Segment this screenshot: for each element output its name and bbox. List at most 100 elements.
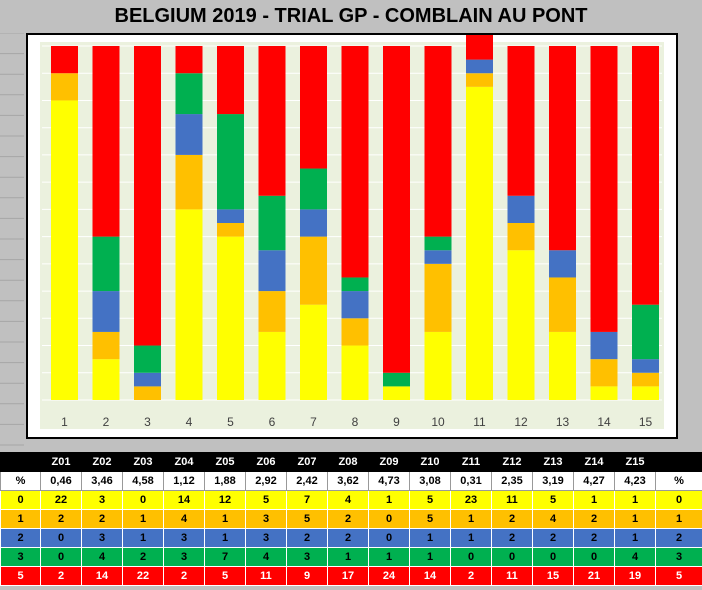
count-cell: 1 xyxy=(409,547,451,567)
bar-segment-score-1 xyxy=(632,372,659,387)
count-cell: 4 xyxy=(614,547,656,567)
count-cell: 2 xyxy=(327,509,369,529)
count-cell: 0 xyxy=(450,547,492,567)
pct-value-cell: 3,19 xyxy=(532,471,574,491)
bar-segment-score-5 xyxy=(300,46,327,169)
count-cell: 1 xyxy=(368,547,410,567)
count-cell: 5 xyxy=(532,490,574,510)
bar-segment-score-0 xyxy=(632,386,659,400)
score-label-cell: 3 xyxy=(0,547,41,567)
bar-segment-score-2 xyxy=(134,372,161,387)
count-cell: 22 xyxy=(122,566,164,586)
x-tick-label: 1 xyxy=(61,415,68,429)
count-cell: 4 xyxy=(81,547,123,567)
count-cell: 2 xyxy=(163,566,205,586)
count-cell: 1 xyxy=(327,547,369,567)
count-cell: 1 xyxy=(450,509,492,529)
count-cell: 23 xyxy=(450,490,492,510)
bar-segment-score-5 xyxy=(632,46,659,305)
count-cell: 4 xyxy=(245,547,287,567)
count-cell: 2 xyxy=(122,547,164,567)
bar-segment-score-1 xyxy=(341,318,369,346)
bar-segment-score-3 xyxy=(217,114,244,210)
zone-header-cell: Z02 xyxy=(81,452,123,472)
bar-segment-score-1 xyxy=(92,331,120,360)
zone-header-cell: Z08 xyxy=(327,452,369,472)
count-cell: 0 xyxy=(122,490,164,510)
bar-segment-score-0 xyxy=(590,386,618,400)
count-cell: 5 xyxy=(286,509,328,529)
count-cell: 3 xyxy=(163,547,205,567)
bar-segment-score-5 xyxy=(92,46,120,237)
x-tick-label: 2 xyxy=(103,415,110,429)
count-cell: 2 xyxy=(573,509,615,529)
pct-value-cell: 4,58 xyxy=(122,471,164,491)
x-tick-label: 10 xyxy=(431,415,445,429)
zone-header-cell: Z12 xyxy=(491,452,533,472)
count-cell: 2 xyxy=(491,528,533,548)
x-tick-label: 7 xyxy=(310,415,317,429)
count-cell: 0 xyxy=(40,528,82,548)
count-cell: 4 xyxy=(327,490,369,510)
count-cell: 3 xyxy=(245,509,287,529)
bar-segment-score-0 xyxy=(549,331,576,400)
pct-label-cell: % xyxy=(655,471,702,491)
count-cell: 1 xyxy=(368,490,410,510)
pct-label-cell: % xyxy=(0,471,41,491)
bar-segment-score-0 xyxy=(51,100,78,400)
bar-segment-score-3 xyxy=(92,236,120,292)
bar-segment-score-2 xyxy=(549,250,576,278)
bar-segment-score-3 xyxy=(383,372,410,387)
bar-segment-score-1 xyxy=(217,223,244,237)
bar-segment-score-2 xyxy=(507,195,535,223)
x-tick-label: 14 xyxy=(597,415,611,429)
zone-header-cell: Z09 xyxy=(368,452,410,472)
bar-segment-score-2 xyxy=(92,291,120,332)
bar-segment-score-5 xyxy=(134,46,161,346)
pct-value-cell: 1,12 xyxy=(163,471,205,491)
pct-value-cell: 0,31 xyxy=(450,471,492,491)
zone-header-cell: Z15 xyxy=(614,452,656,472)
score-total-cell: 5 xyxy=(655,566,702,586)
x-tick-label: 8 xyxy=(352,415,359,429)
bar-segment-score-3 xyxy=(632,304,659,360)
count-cell: 7 xyxy=(204,547,246,567)
x-tick-label: 5 xyxy=(227,415,234,429)
count-cell: 1 xyxy=(122,528,164,548)
count-cell: 2 xyxy=(81,509,123,529)
count-cell: 12 xyxy=(204,490,246,510)
table-row: Z01 Z02 Z03 Z04 Z05 Z06 Z07 Z08 Z09 Z10 Z11 Z12 Z13 Z… xyxy=(0,452,702,472)
zone-header-cell: Z07 xyxy=(286,452,328,472)
count-cell: 7 xyxy=(286,490,328,510)
count-cell: 3 xyxy=(286,547,328,567)
bar-segment-score-5 xyxy=(590,46,618,332)
bar-segment-score-0 xyxy=(258,331,286,400)
count-cell: 2 xyxy=(40,566,82,586)
bar-segment-score-3 xyxy=(134,345,161,373)
bar-segment-score-5 xyxy=(466,35,493,60)
pct-value-cell: 2,92 xyxy=(245,471,287,491)
score-label-cell: 2 xyxy=(0,528,41,548)
count-cell: 1 xyxy=(450,528,492,548)
bar-segment-score-2 xyxy=(258,250,286,292)
bar-segment-score-5 xyxy=(51,46,78,74)
pct-value-cell: 3,08 xyxy=(409,471,451,491)
bar-segment-score-0 xyxy=(383,386,410,400)
count-cell: 5 xyxy=(409,509,451,529)
x-tick-label: 15 xyxy=(639,415,653,429)
bar-segment-score-2 xyxy=(590,331,618,360)
bar-segment-score-1 xyxy=(466,73,493,87)
count-cell: 5 xyxy=(409,490,451,510)
count-cell: 1 xyxy=(204,509,246,529)
score-label-cell: 5 xyxy=(0,566,41,586)
bar-segment-score-5 xyxy=(549,46,576,251)
bar-segment-score-5 xyxy=(175,46,203,74)
score-total-cell: 3 xyxy=(655,547,702,567)
count-cell: 0 xyxy=(368,528,410,548)
bar-segment-score-0 xyxy=(341,345,369,400)
bar-segment-score-0 xyxy=(300,304,327,400)
bar-segment-score-3 xyxy=(341,277,369,292)
count-cell: 1 xyxy=(614,509,656,529)
bar-segment-score-2 xyxy=(632,359,659,373)
count-cell: 11 xyxy=(491,490,533,510)
